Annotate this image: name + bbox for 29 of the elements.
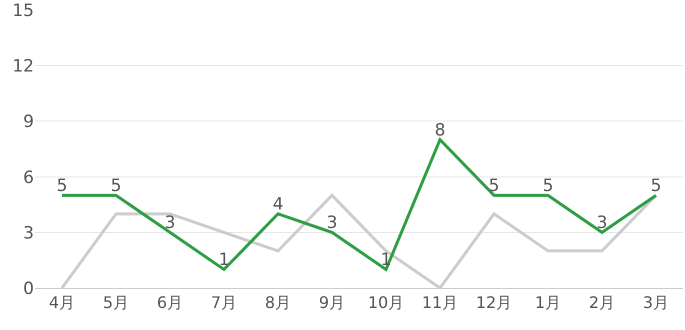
x-tick-label: 5月 [102,293,130,312]
data-label: 5 [110,176,122,196]
data-label: 5 [650,176,662,196]
y-tick-label: 0 [23,278,34,299]
y-tick-label: 12 [12,56,34,77]
x-tick-label: 6月 [156,293,184,312]
data-label: 3 [596,213,608,234]
x-tick-label: 11月 [422,293,458,312]
x-tick-label: 7月 [210,293,238,312]
y-tick-label: 3 [23,223,34,244]
y-tick-label: 6 [23,168,34,188]
data-label: 8 [434,120,446,140]
x-tick-label: 4月 [48,293,76,312]
x-tick-label: 12月 [476,293,512,312]
data-label: 5 [56,176,68,196]
x-tick-label: 1月 [534,293,562,312]
data-label: 1 [218,250,230,270]
data-label: 4 [272,194,284,215]
data-label: 3 [164,213,176,234]
y-tick-label: 9 [23,112,34,132]
x-tick-label: 3月 [642,293,670,312]
x-tick-label: 10月 [368,293,404,312]
y-tick-label: 15 [12,0,34,21]
data-label: 5 [488,176,500,196]
data-label: 3 [326,213,338,234]
x-tick-label: 9月 [318,293,346,312]
x-tick-label: 8月 [264,293,292,312]
data-label: 5 [542,176,554,196]
x-tick-label: 2月 [588,293,616,312]
